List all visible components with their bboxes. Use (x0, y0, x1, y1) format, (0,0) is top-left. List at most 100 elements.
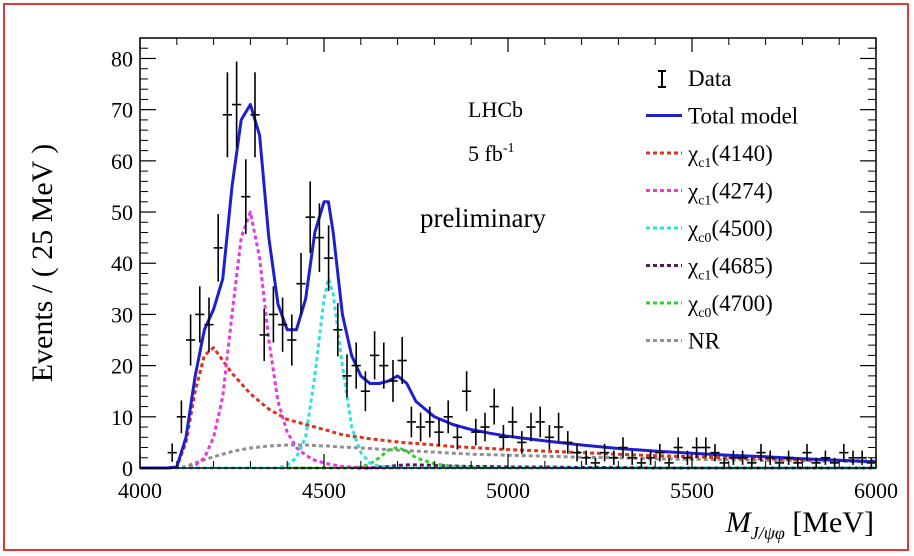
data-point (544, 425, 554, 450)
data-point (839, 443, 849, 462)
data-point (452, 425, 462, 450)
y-tick-label: 40 (111, 251, 133, 276)
data-point (176, 400, 186, 434)
curve-nr (140, 443, 877, 470)
y-tick-label: 80 (111, 46, 133, 71)
data-point (636, 457, 646, 468)
data-point (342, 354, 352, 398)
data-point (664, 457, 674, 468)
data-point (535, 406, 545, 438)
legend-label: χc0(4700) (687, 291, 773, 321)
data-point (489, 388, 499, 425)
axes: 4000 4500 5000 5500 6000 0 10 20 30 40 50 60 70 80 (111, 38, 898, 503)
data-point (462, 371, 472, 412)
data-point (195, 286, 205, 343)
data-point (314, 203, 324, 272)
legend-item-chi4685: χc1(4685) (646, 254, 773, 284)
x-axis-label-main: M (725, 506, 753, 539)
data-point (692, 437, 702, 458)
y-tick-label: 70 (111, 98, 133, 123)
data-point (526, 412, 536, 442)
legend-label: χc0(4500) (687, 216, 773, 246)
figure-frame (3, 3, 909, 551)
data-point (701, 437, 711, 458)
x-axis-label-sub: J/ψφ (751, 523, 785, 543)
data-point (388, 359, 398, 402)
luminosity-value: 5 fb (468, 141, 503, 166)
y-tick-label: 20 (111, 354, 133, 379)
data-point (517, 431, 527, 454)
x-tick-label: 4500 (302, 478, 346, 503)
legend-item-total: Total model (646, 104, 798, 129)
data-point (830, 457, 840, 468)
data-point (848, 450, 858, 465)
curve-total (140, 103, 877, 470)
data-point (186, 314, 196, 366)
legend-label: Data (688, 66, 731, 91)
data-point (241, 159, 251, 235)
data-point (268, 286, 278, 343)
data-point (710, 443, 720, 462)
data-points (167, 61, 876, 468)
x-axis-label: MJ/ψφ [MeV] (725, 506, 874, 543)
data-point (618, 437, 628, 458)
data-point (222, 72, 232, 158)
preliminary-label: preliminary (420, 203, 546, 233)
data-point (370, 331, 380, 380)
data-point (765, 450, 775, 465)
data-point (554, 412, 564, 442)
data-point (434, 418, 444, 446)
data-point (508, 406, 518, 438)
x-tick-label: 6000 (854, 478, 898, 503)
experiment-label: LHCb (468, 97, 523, 122)
curve-chi4140 (140, 346, 877, 470)
data-point (425, 406, 435, 438)
legend-label: χc1(4685) (687, 254, 773, 284)
data-point (360, 371, 370, 412)
data-point (784, 450, 794, 465)
luminosity-exponent: -1 (503, 141, 515, 156)
curve-chi4274 (140, 210, 876, 470)
data-point (232, 61, 242, 148)
y-tick-label: 0 (122, 456, 133, 481)
legend-item-data: Data (658, 66, 731, 91)
x-tick-label: 5000 (486, 478, 530, 503)
data-point (866, 457, 876, 468)
y-tick-label: 30 (111, 302, 133, 327)
data-point (747, 457, 757, 468)
data-point (296, 253, 306, 315)
data-point (572, 443, 582, 462)
data-point (673, 437, 683, 458)
data-point (416, 412, 426, 442)
data-point (278, 297, 288, 352)
data-point (324, 225, 334, 291)
data-point (719, 457, 729, 468)
data-point (333, 303, 343, 357)
data-point (590, 457, 600, 468)
legend: Data Total model χc1(4140) χc1(4274) χc0(450… (646, 66, 798, 354)
y-axis-label: Events / ( 25 MeV ) (26, 144, 59, 383)
data-point (581, 450, 591, 465)
data-point (397, 336, 407, 385)
data-point (167, 443, 177, 462)
data-point (738, 450, 748, 465)
data-point (498, 425, 508, 450)
legend-label: Total model (688, 104, 798, 129)
data-point (406, 406, 416, 438)
data-point (811, 457, 821, 468)
data-point (820, 450, 830, 465)
data-point (250, 72, 260, 158)
luminosity-label: 5 fb-1 (468, 141, 515, 166)
data-point (443, 400, 453, 434)
y-tick-label: 50 (111, 200, 133, 225)
data-point (774, 457, 784, 468)
data-point (213, 214, 223, 282)
legend-item-nr: NR (646, 329, 721, 354)
data-point (793, 457, 803, 468)
data-point (627, 450, 637, 465)
legend-label: NR (688, 329, 721, 354)
data-point (379, 342, 389, 389)
data-point (857, 450, 867, 465)
y-tick-label: 60 (111, 149, 133, 174)
